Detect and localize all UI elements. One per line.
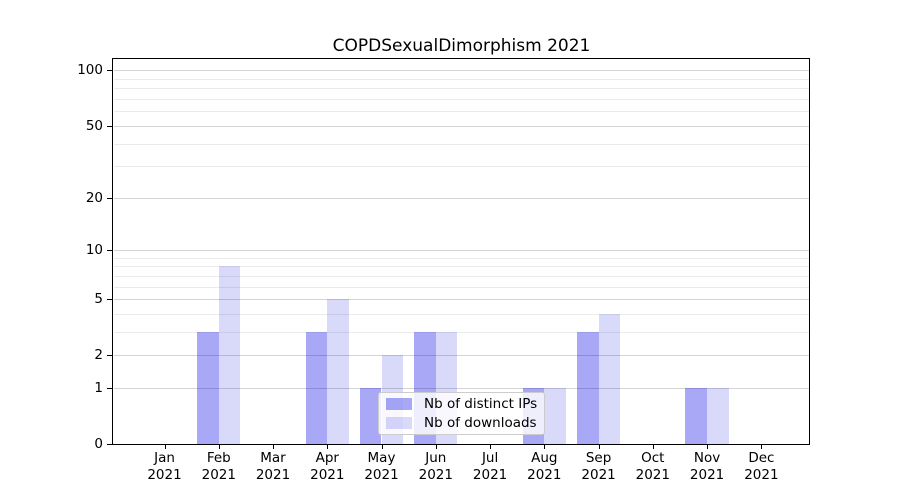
y-tick-label: 100 (77, 62, 103, 79)
x-tick (327, 444, 329, 450)
bar-downloads (598, 313, 621, 445)
y-tick-label: 20 (85, 189, 103, 206)
gridline-minor (114, 286, 809, 288)
gridline-minor (114, 78, 809, 80)
y-tick-label: 1 (94, 380, 103, 397)
gridline-major (114, 299, 809, 301)
y-tick-label: 5 (94, 291, 103, 308)
x-tick (435, 444, 437, 450)
legend-label-distinct-ips: Nb of distinct IPs (424, 396, 538, 412)
x-tick-label: Dec 2021 (744, 450, 779, 484)
gridline-minor (114, 257, 809, 259)
gridline-major (114, 70, 809, 72)
chart-title: COPDSexualDimorphism 2021 (332, 36, 591, 56)
legend-entry-distinct-ips: Nb of distinct IPs (386, 396, 537, 412)
x-tick (218, 444, 220, 450)
bar-distinct-ips (359, 388, 382, 445)
gridline-major (114, 388, 809, 390)
bar-downloads (544, 388, 566, 445)
x-tick (273, 444, 274, 450)
y-tick (107, 388, 112, 390)
x-tick (490, 444, 492, 450)
legend: Nb of distinct IPs Nb of downloads (378, 392, 545, 435)
x-tick (598, 444, 600, 450)
x-tick (381, 444, 383, 450)
y-tick-label: 50 (85, 117, 103, 134)
bar-downloads (707, 388, 729, 445)
gridline-minor (114, 88, 809, 90)
y-tick (107, 250, 112, 251)
x-tick-label: May 2021 (364, 450, 399, 484)
gridline-major (114, 355, 809, 357)
bar-downloads (327, 299, 349, 445)
bar-distinct-ips (197, 332, 219, 445)
gridline-minor (114, 166, 809, 168)
x-tick-label: Jun 2021 (418, 450, 453, 484)
x-tick-label: Mar 2021 (255, 450, 291, 484)
gridline-major (114, 197, 809, 199)
y-tick (107, 444, 112, 446)
bar-downloads (218, 266, 241, 445)
y-tick (107, 70, 112, 72)
y-tick-label: 10 (85, 242, 103, 258)
y-tick (107, 299, 112, 301)
x-tick-label: Apr 2021 (310, 450, 345, 484)
bar-distinct-ips (305, 332, 328, 445)
y-tick (107, 125, 112, 127)
legend-swatch-downloads-icon (386, 417, 412, 429)
gridline-minor (114, 143, 809, 145)
x-tick-label: Feb 2021 (201, 450, 236, 484)
gridline-minor (114, 99, 809, 100)
x-tick (164, 444, 166, 450)
x-tick (707, 444, 709, 450)
gridline-minor (114, 111, 809, 113)
x-tick (761, 444, 763, 450)
bar-distinct-ips (576, 332, 599, 445)
gridline-major (114, 125, 809, 127)
x-tick-label: Aug 2021 (527, 450, 562, 484)
x-tick-label: Jul 2021 (472, 450, 508, 484)
x-tick-label: Jan 2021 (147, 450, 182, 484)
y-tick-label: 2 (94, 347, 103, 364)
x-tick (544, 444, 546, 450)
x-tick-label: Nov 2021 (689, 450, 725, 484)
x-tick (652, 444, 654, 450)
legend-label-downloads: Nb of downloads (424, 415, 537, 431)
x-tick-label: Sep 2021 (581, 450, 616, 484)
gridline-minor (114, 266, 809, 268)
y-tick-label: 0 (94, 436, 103, 453)
legend-swatch-distinct-ips-icon (386, 398, 412, 410)
x-tick-label: Oct 2021 (635, 450, 670, 484)
y-tick (107, 355, 112, 357)
legend-entry-downloads: Nb of downloads (386, 415, 537, 431)
gridline-minor (114, 332, 809, 333)
gridline-minor (114, 275, 809, 277)
gridline-major (114, 250, 809, 251)
bar-distinct-ips (685, 388, 708, 445)
gridline-minor (114, 313, 809, 315)
y-tick (107, 197, 112, 199)
